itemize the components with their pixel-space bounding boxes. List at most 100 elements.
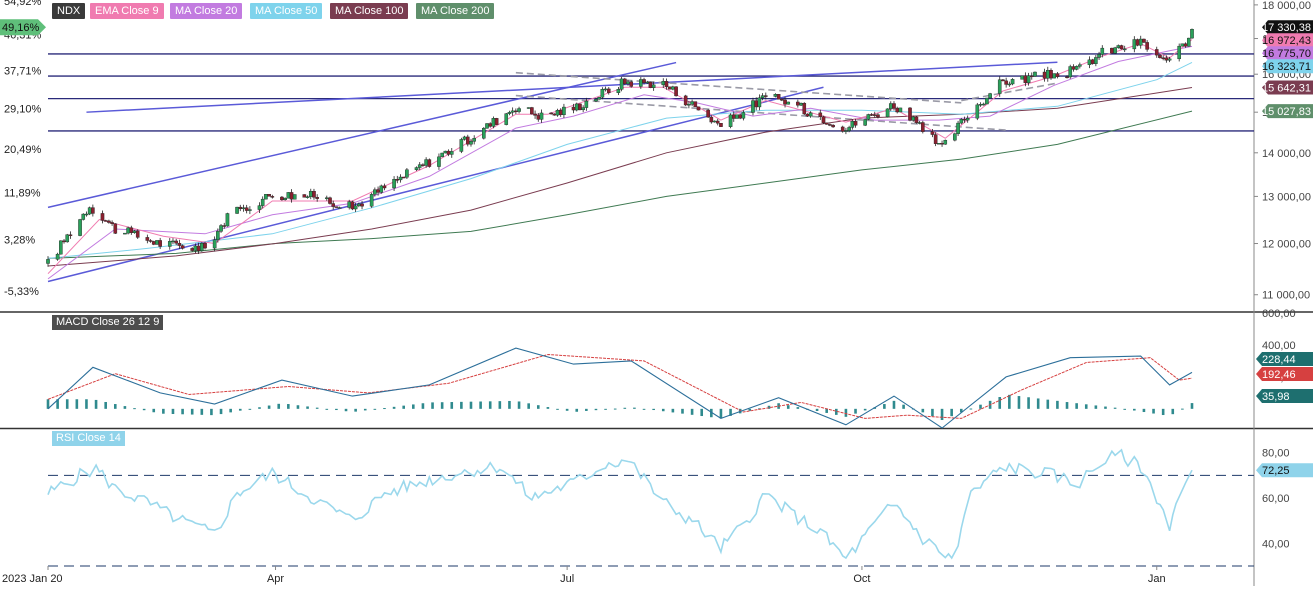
macd-histogram-bar <box>421 403 425 409</box>
candle <box>216 231 220 240</box>
candle <box>962 119 967 121</box>
candle <box>1010 79 1015 85</box>
candles-group <box>46 28 1194 267</box>
candle <box>469 141 473 145</box>
candle <box>485 123 489 129</box>
candle <box>741 112 746 119</box>
macd-histogram-bar <box>604 408 607 410</box>
macd-histogram <box>46 394 1194 421</box>
macd-histogram-bar <box>1161 408 1165 416</box>
macd-histogram-bar <box>315 407 319 409</box>
pct-tick-label: 11,89% <box>4 188 41 200</box>
candle <box>530 107 534 115</box>
candle <box>533 113 537 116</box>
candle <box>91 207 95 214</box>
x-tick-label: Jul <box>560 573 574 585</box>
candle <box>507 112 512 114</box>
candle <box>212 239 217 249</box>
candle <box>1052 73 1057 79</box>
macd-histogram-bar <box>498 401 502 409</box>
macd-line <box>47 347 1193 429</box>
macd-histogram-bar <box>854 408 857 414</box>
candle <box>437 156 441 167</box>
candle <box>446 150 451 155</box>
macd-histogram-bar <box>373 408 377 410</box>
candle <box>107 220 111 223</box>
candle <box>824 122 829 125</box>
macd-histogram-bar <box>902 404 905 409</box>
candle <box>357 203 361 207</box>
macd-histogram-bar <box>306 406 309 409</box>
candle <box>126 227 130 234</box>
macd-histogram-bar <box>623 407 627 409</box>
candle <box>424 159 428 166</box>
candle <box>78 219 82 236</box>
candle <box>805 113 810 117</box>
candle <box>1074 66 1079 70</box>
candle <box>978 104 983 106</box>
candle <box>482 128 486 139</box>
legend-item-ema9[interactable]: EMA Close 9 <box>90 3 164 19</box>
legend-item-ma20[interactable]: MA Close 20 <box>170 3 243 19</box>
legend-item-ma100[interactable]: MA Close 100 <box>330 3 409 19</box>
candle <box>280 196 284 201</box>
candle <box>151 241 156 245</box>
candle <box>869 114 874 116</box>
candle <box>760 95 765 98</box>
rsi-value-tag <box>1256 463 1313 478</box>
candle <box>225 213 230 227</box>
candle <box>674 86 678 97</box>
candle <box>853 121 858 126</box>
candle <box>872 114 877 116</box>
price-tag <box>1262 20 1313 35</box>
legend-item-ma50[interactable]: MA Close 50 <box>250 3 323 19</box>
legend-item-ma200[interactable]: MA Close 200 <box>416 3 495 19</box>
macd-histogram-bar <box>652 408 655 411</box>
candle <box>488 123 493 127</box>
macd-pane-label[interactable]: MACD Close 26 12 9 <box>52 315 164 330</box>
price-tag-label: 16 972,43 <box>1262 35 1311 47</box>
macd-value-label: 192,46 <box>1262 369 1296 381</box>
candle <box>908 107 912 121</box>
candle <box>465 136 470 145</box>
candle <box>1164 57 1169 61</box>
candle <box>414 167 419 170</box>
macd-histogram-bar <box>681 408 684 414</box>
candle <box>62 240 66 243</box>
candle <box>331 203 335 207</box>
candle <box>764 95 768 97</box>
candle <box>719 123 723 127</box>
candle <box>514 110 518 113</box>
candle <box>757 97 762 108</box>
candle <box>65 234 70 243</box>
candle <box>235 206 239 214</box>
candle <box>1161 57 1165 59</box>
pct-tick-label: 37,71% <box>4 65 42 77</box>
candle <box>937 143 941 145</box>
macd-histogram-bar <box>123 406 127 409</box>
rsi-pane-label[interactable]: RSI Close 14 <box>52 431 125 446</box>
candle <box>808 112 813 117</box>
macd-histogram-bar <box>748 408 752 411</box>
macd-histogram-bar <box>998 397 1002 409</box>
macd-histogram-bar <box>181 408 184 415</box>
candle <box>754 100 758 108</box>
candle <box>616 89 621 93</box>
macd-histogram-bar <box>700 408 704 417</box>
candle <box>526 107 531 109</box>
macd-histogram-bar <box>46 399 50 409</box>
macd-histogram-bar <box>363 408 367 411</box>
macd-histogram-bar <box>104 401 107 409</box>
macd-histogram-bar <box>517 401 521 409</box>
candle <box>959 119 964 124</box>
macd-histogram-bar <box>171 408 175 415</box>
candle <box>347 201 352 208</box>
legend-item-ndx[interactable]: NDX <box>52 3 86 19</box>
candle <box>687 103 691 106</box>
candle <box>270 196 275 198</box>
macd-histogram-bar <box>585 408 588 411</box>
dashed-channel-line <box>961 82 1058 102</box>
candle <box>1071 66 1076 70</box>
candle <box>1100 47 1105 55</box>
